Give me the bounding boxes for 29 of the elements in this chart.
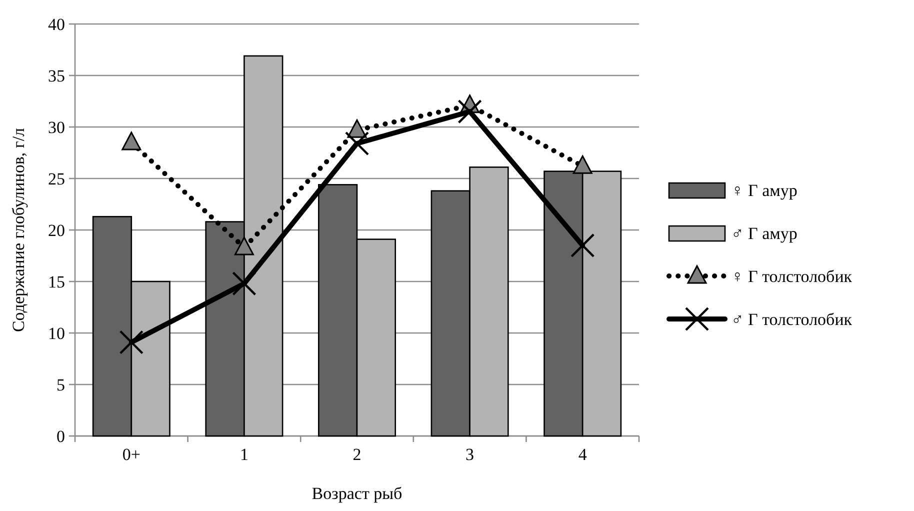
x-axis-title: Возраст рыб [312, 484, 402, 503]
y-axis-title: Содержание глобулинов, г/л [9, 127, 28, 332]
point [232, 271, 256, 296]
point [572, 155, 592, 174]
legend-label: ♀ Г амур [731, 180, 798, 200]
x-tick-label: 3 [466, 445, 474, 464]
x-tick-label: 2 [352, 445, 362, 464]
y-tick-label: 25 [48, 169, 65, 188]
y-tick-label: 20 [48, 220, 65, 240]
y-tick-label: 0 [56, 426, 65, 446]
x-tick-label: 1 [240, 445, 248, 464]
y-tick-label: 35 [48, 66, 65, 86]
y-tick-label: 5 [56, 375, 65, 394]
point [344, 131, 370, 156]
point [122, 132, 142, 150]
x-tick-label: 0+ [122, 445, 140, 464]
x-tick-label: 4 [578, 445, 588, 464]
legend-label: ♂ Г амур [731, 224, 798, 243]
point [119, 330, 144, 354]
y-tick-label: 40 [48, 14, 65, 34]
legend-label: ♂ Г толстолобик [731, 310, 853, 329]
y-tick-label: 30 [48, 118, 65, 137]
point [570, 233, 595, 258]
y-tick-label: 10 [48, 324, 65, 343]
point [347, 119, 367, 138]
y-tick-label: 15 [48, 272, 65, 292]
legend-label: ♀ Г толстолобик [731, 266, 853, 286]
point [234, 236, 254, 256]
point [458, 99, 482, 124]
